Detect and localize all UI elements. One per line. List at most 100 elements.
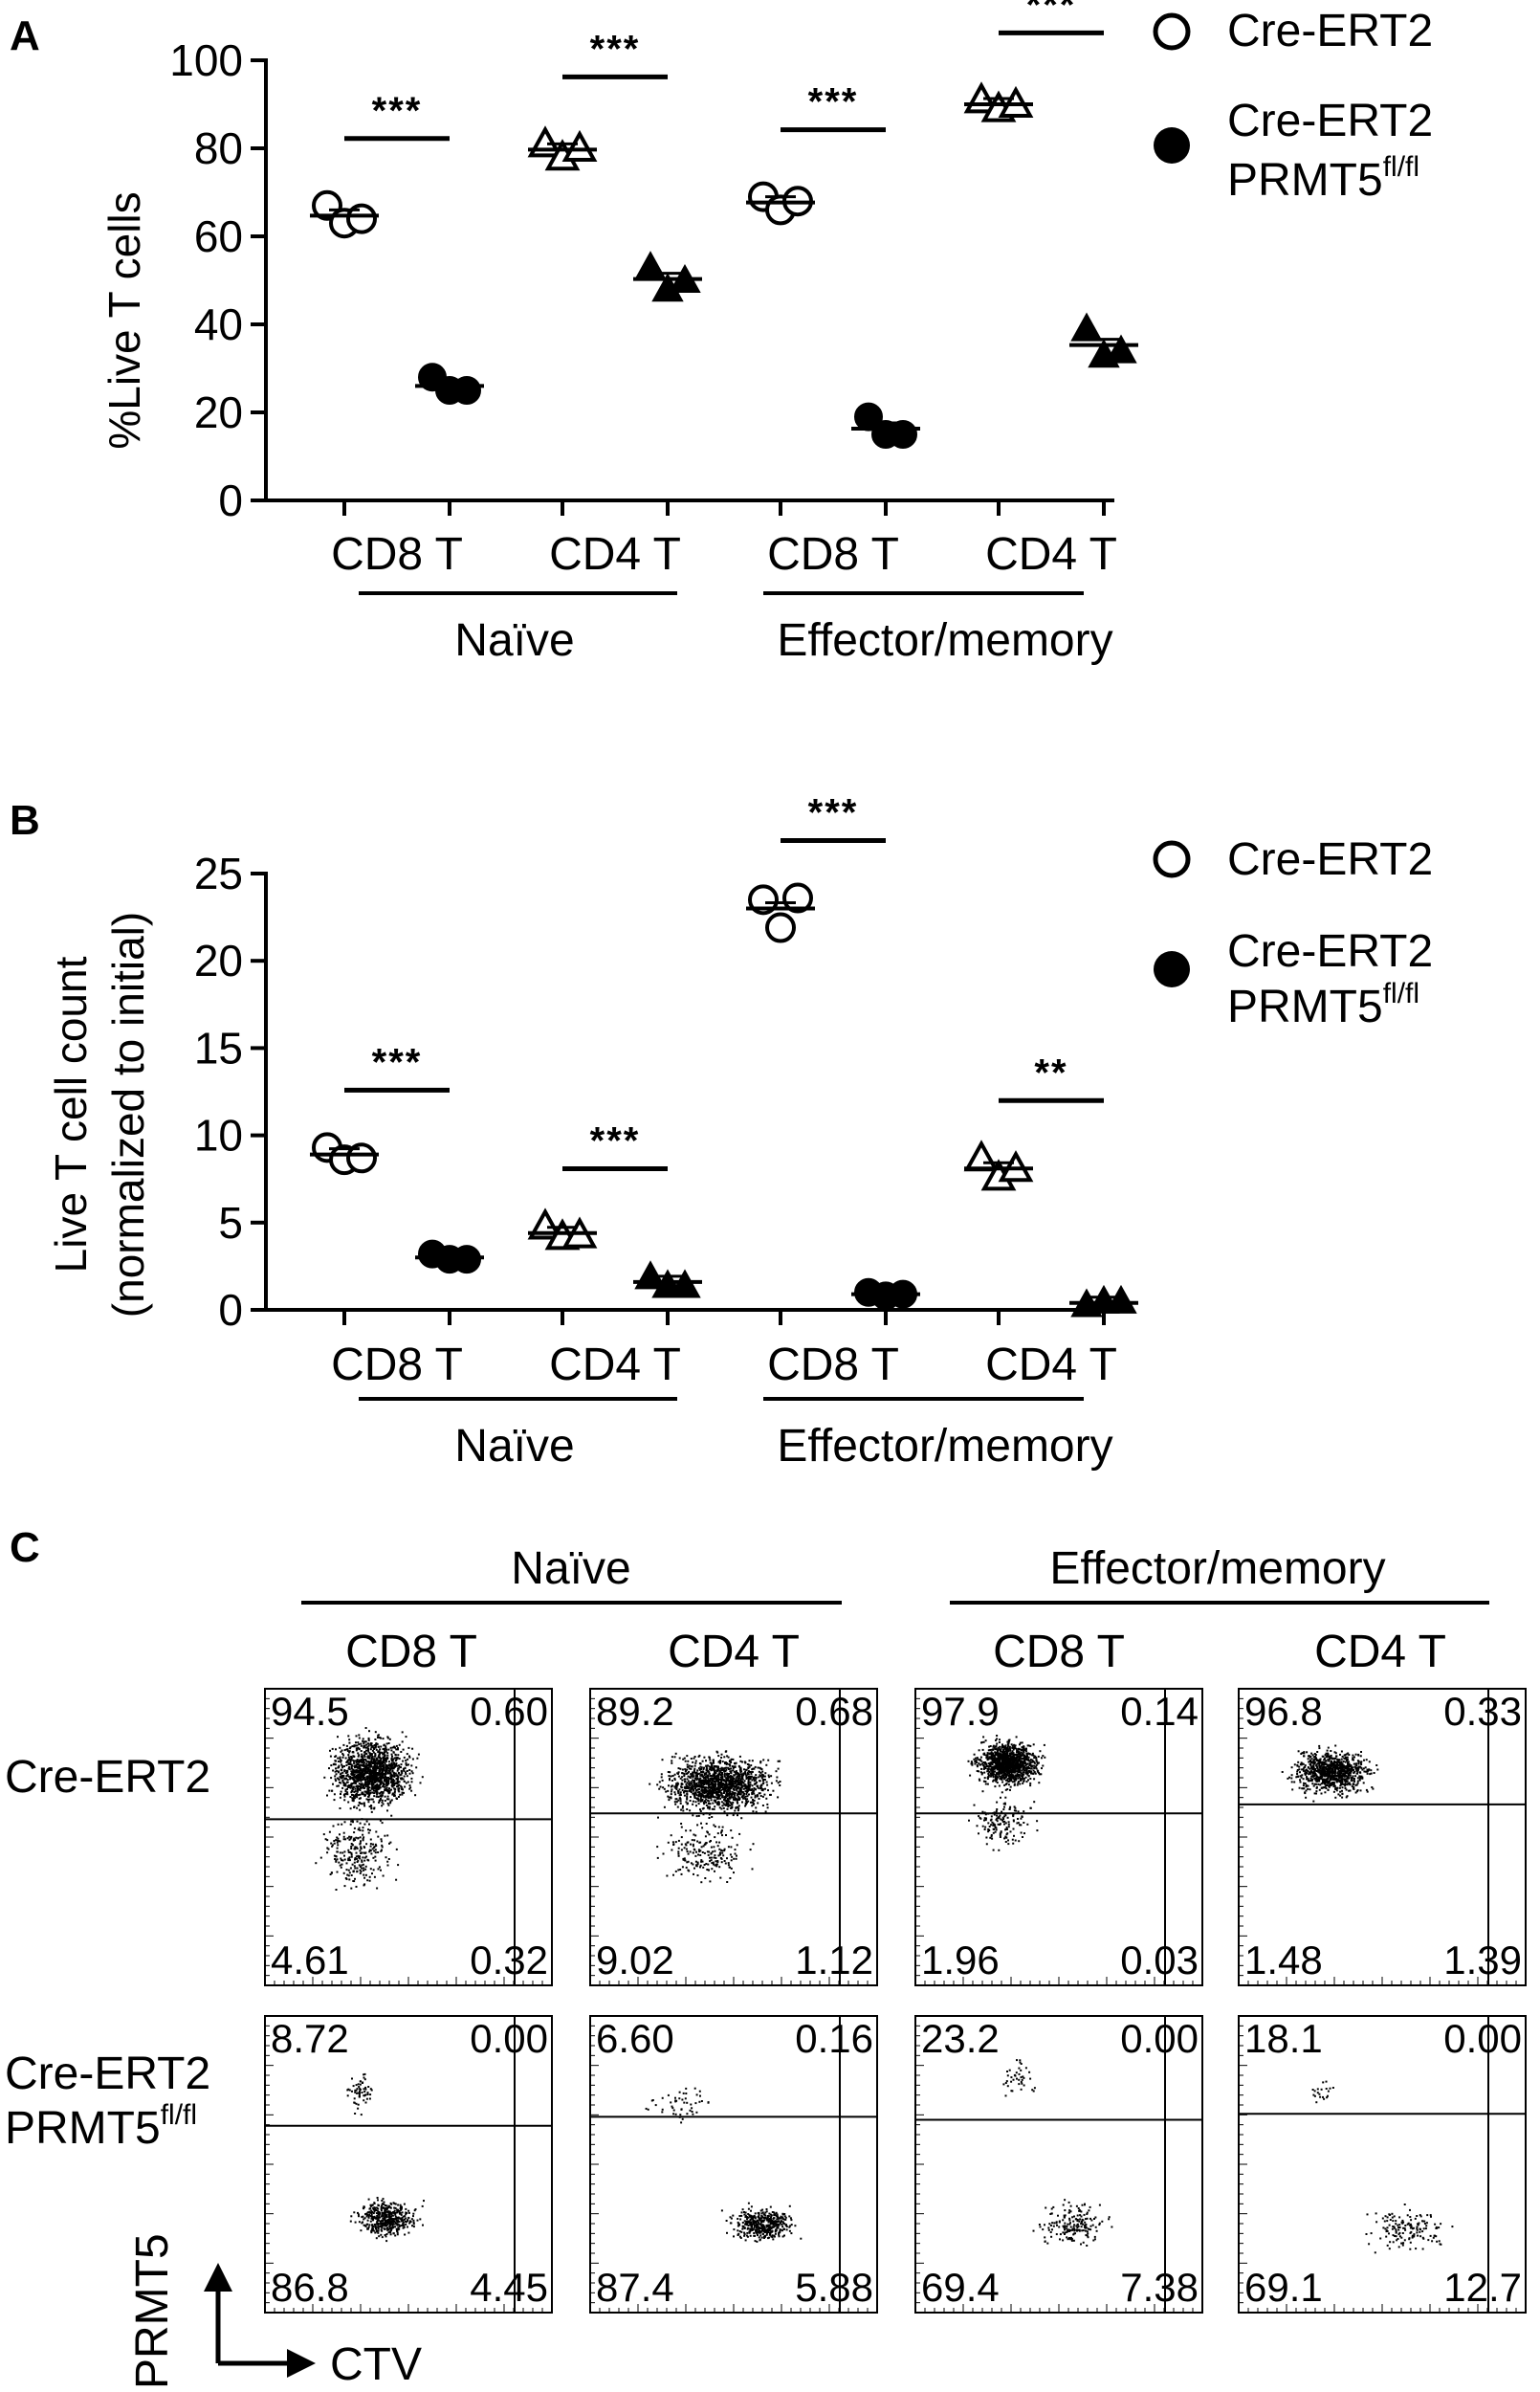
event-dot <box>387 1858 390 1860</box>
event-dot <box>1016 1774 1019 1777</box>
event-dot <box>687 1772 689 1775</box>
event-dot <box>679 1777 682 1780</box>
event-dot <box>1030 1767 1033 1770</box>
event-dot <box>1001 1743 1003 1746</box>
event-dot <box>1019 1761 1022 1763</box>
event-dot <box>385 1742 388 1745</box>
event-dot <box>1039 1750 1042 1753</box>
event-dot <box>998 1753 1001 1756</box>
event-dot <box>324 1838 327 1841</box>
event-dot <box>996 1752 998 1755</box>
event-dot <box>737 1793 740 1796</box>
event-dot <box>993 1746 996 1749</box>
event-dot <box>348 1751 351 1754</box>
event-dot <box>362 1738 364 1740</box>
event-dot <box>401 1793 404 1796</box>
event-dot <box>705 1760 707 1762</box>
event-dot <box>990 1761 993 1764</box>
event-dot <box>1021 1815 1023 1818</box>
event-dot <box>673 1779 676 1781</box>
event-dot <box>404 1785 407 1788</box>
event-dot <box>759 1771 762 1774</box>
event-dot <box>708 1791 710 1794</box>
event-dot <box>715 1788 718 1791</box>
event-dot <box>699 1849 702 1852</box>
event-dot <box>374 1761 377 1764</box>
event-dot <box>1009 1760 1012 1762</box>
event-dot <box>727 1862 730 1865</box>
event-dot <box>358 1734 361 1737</box>
event-dot <box>718 1841 721 1844</box>
event-dot <box>708 1765 711 1768</box>
event-dot <box>989 1765 992 1768</box>
event-dot <box>363 1775 365 1778</box>
event-dot <box>341 1756 344 1759</box>
event-dot <box>988 1745 991 1748</box>
event-dot <box>996 1768 999 1771</box>
event-dot <box>746 1771 749 1774</box>
event-dot <box>1023 1765 1025 1768</box>
event-dot <box>346 1748 349 1751</box>
event-dot <box>982 1761 985 1763</box>
event-dot <box>1018 1760 1021 1762</box>
event-dot <box>399 1793 402 1796</box>
event-dot <box>363 1867 365 1870</box>
event-dot <box>988 1756 991 1759</box>
event-dot <box>656 1856 659 1859</box>
event-dot <box>350 1874 353 1876</box>
event-dot <box>692 1814 694 1817</box>
event-dot <box>336 1841 339 1844</box>
event-dot <box>705 1798 708 1801</box>
event-dot <box>368 1774 371 1777</box>
event-dot <box>373 1776 376 1779</box>
event-dot <box>366 1779 369 1782</box>
event-dot <box>693 1789 695 1792</box>
event-dot <box>981 1810 984 1813</box>
event-dot <box>724 1862 727 1865</box>
event-dot <box>725 1766 728 1769</box>
event-dot <box>709 1790 712 1793</box>
event-dot <box>703 1756 706 1759</box>
event-dot <box>995 1818 998 1821</box>
event-dot <box>406 1763 408 1766</box>
event-dot <box>663 1805 666 1808</box>
flow-plot-frame <box>589 1688 878 1986</box>
filled-triangle-point <box>1105 334 1137 364</box>
event-dot <box>746 1791 749 1794</box>
event-dot <box>1005 1836 1008 1839</box>
event-dot <box>982 1780 985 1783</box>
event-dot <box>993 1773 996 1776</box>
event-dot <box>744 1761 747 1764</box>
event-dot <box>347 1767 350 1770</box>
event-dot <box>352 1800 355 1803</box>
event-dot <box>733 1798 736 1801</box>
event-dot <box>350 1773 353 1775</box>
event-dot <box>1004 1758 1007 1761</box>
event-dot <box>736 1776 738 1779</box>
event-dot <box>385 1748 388 1751</box>
event-dot <box>994 1785 997 1788</box>
event-dot <box>1017 1774 1020 1776</box>
event-dot <box>688 1789 691 1792</box>
event-dot <box>386 1757 389 1760</box>
event-dot <box>1017 1818 1019 1820</box>
event-dot <box>367 1859 370 1862</box>
event-dot <box>377 1751 380 1754</box>
event-dot <box>346 1781 349 1783</box>
event-dot <box>987 1749 990 1752</box>
event-dot <box>375 1757 378 1760</box>
event-dot <box>975 1760 978 1761</box>
event-dot <box>715 1863 717 1866</box>
event-dot <box>342 1743 345 1746</box>
event-dot <box>672 1873 674 1876</box>
event-dot <box>729 1790 732 1793</box>
event-dot <box>701 1860 704 1863</box>
event-dot <box>737 1779 740 1782</box>
event-dot <box>681 1806 684 1809</box>
event-dot <box>713 1761 715 1764</box>
event-dot <box>725 1794 728 1797</box>
event-dot <box>710 1783 713 1785</box>
x-category-label: CD4 T <box>985 529 1117 580</box>
event-dot <box>725 1773 728 1776</box>
event-dot <box>387 1776 390 1779</box>
